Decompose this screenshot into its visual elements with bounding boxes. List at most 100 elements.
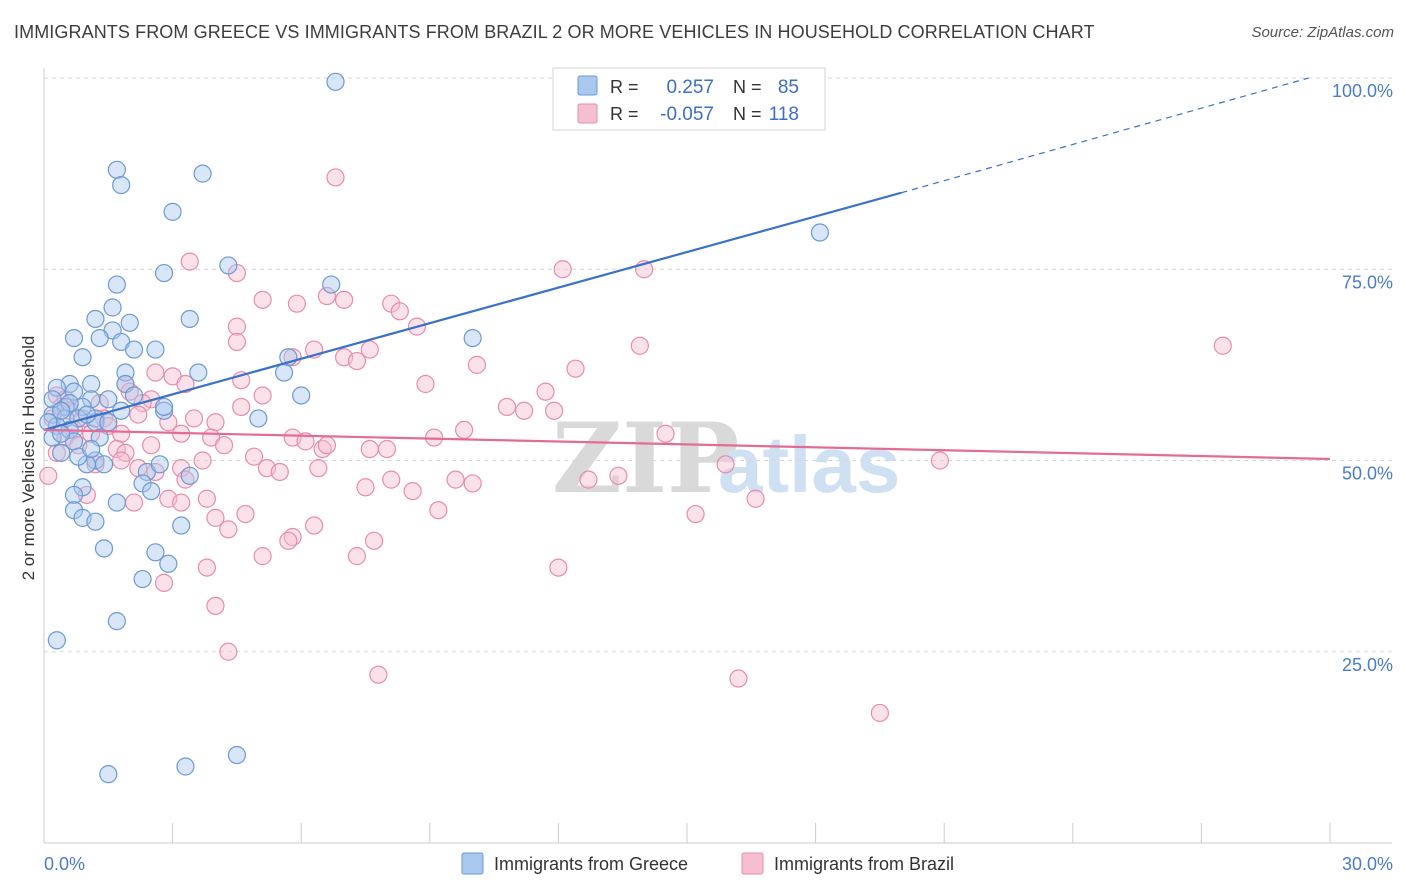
brazil-point (219, 520, 238, 539)
greece-point (64, 485, 84, 505)
brazil-point (446, 470, 465, 489)
greece-point (73, 348, 92, 367)
greece-series-label: Immigrants from Greece (494, 854, 688, 874)
greece-trend-line (43, 191, 902, 431)
brazil-point (142, 436, 161, 455)
greece-point (159, 554, 178, 573)
brazil-point (39, 466, 58, 485)
greece-point (274, 363, 294, 382)
brazil-point (497, 397, 517, 417)
brazil-r-label: R = (610, 104, 639, 124)
brazil-point (129, 405, 148, 424)
brazil-point (232, 397, 251, 417)
greece-n-label: N = (733, 77, 762, 97)
greece-point (463, 329, 482, 348)
greece-point (146, 340, 165, 359)
greece-point (124, 340, 144, 359)
greece-point (180, 466, 199, 485)
greece-point (292, 386, 311, 405)
brazil-point (360, 439, 379, 459)
brazil-point (716, 455, 735, 474)
brazil-point (317, 436, 337, 455)
greece-point (180, 309, 199, 329)
brazil-point (454, 420, 474, 439)
brazil-point (536, 382, 555, 401)
greece-point (154, 397, 174, 417)
brazil-point (253, 290, 272, 309)
brazil-point (124, 493, 144, 512)
brazil-point (193, 451, 212, 470)
brazil-point (630, 336, 649, 355)
axes (43, 68, 1392, 844)
brazil-r-value: -0.057 (660, 104, 714, 125)
greece-point (103, 298, 122, 317)
brazil-point (429, 501, 448, 520)
greece-r-value: 0.257 (666, 77, 714, 98)
greece-point (99, 765, 118, 784)
greece-point (107, 493, 126, 512)
brazil-point (360, 340, 379, 359)
greece-point (172, 516, 191, 535)
gridlines (44, 77, 1392, 653)
chart-title: IMMIGRANTS FROM GREECE VS IMMIGRANTS FRO… (14, 22, 1095, 42)
greece-point (163, 202, 182, 221)
brazil-point (304, 516, 324, 535)
brazil-n-value: 118 (769, 104, 799, 125)
brazil-legend-swatch (577, 103, 598, 124)
greece-point (90, 329, 109, 348)
greece-point (146, 543, 165, 562)
brazil-point (172, 493, 191, 512)
brazil-point (244, 447, 264, 466)
greece-point (52, 401, 71, 420)
greece-point (810, 223, 829, 242)
brazil-point (206, 508, 225, 527)
series-legend: Immigrants from Greece Immigrants from B… (461, 852, 954, 875)
brazil-point (180, 252, 199, 271)
brazil-point (729, 669, 748, 688)
greece-point (94, 455, 114, 474)
brazil-point (390, 302, 409, 321)
source-credit: Source: ZipAtlas.com (1251, 24, 1394, 41)
greece-point (99, 413, 118, 432)
greece-series-swatch (461, 852, 484, 875)
greece-point (107, 160, 126, 179)
brazil-point (227, 317, 246, 336)
brazil-point (930, 451, 950, 470)
greece-point (227, 745, 246, 765)
brazil-point (253, 547, 272, 566)
brazil-point (467, 355, 487, 374)
y-tick-labels: 25.0% 50.0% 75.0% 100.0% (1332, 81, 1393, 675)
brazil-point (746, 489, 765, 508)
greece-point (112, 176, 131, 195)
greece-point (249, 409, 268, 428)
greece-point (86, 309, 105, 329)
brazil-point (656, 424, 675, 443)
greece-point (142, 482, 161, 501)
brazil-point (270, 462, 289, 482)
trend-lines (43, 77, 1331, 461)
brazil-point (356, 478, 375, 497)
greece-point (154, 401, 174, 420)
greece-point (64, 382, 84, 401)
greece-point (154, 263, 174, 283)
y-tick-label: 100.0% (1332, 81, 1393, 101)
greece-n-value: 85 (778, 77, 799, 98)
brazil-point (334, 290, 354, 309)
brazil-point (236, 504, 255, 524)
brazil-n-label: N = (733, 104, 762, 124)
greece-legend-swatch (577, 75, 598, 96)
brazil-point (206, 596, 225, 615)
y-axis-label: 2 or more Vehicles in Household (19, 336, 38, 581)
brazil-point (347, 351, 367, 371)
brazil-point (214, 436, 234, 455)
brazil-point (287, 294, 307, 313)
brazil-point (364, 531, 384, 550)
brazil-point (515, 401, 534, 420)
brazil-point (549, 558, 568, 577)
greece-point (86, 512, 105, 531)
y-tick-label: 75.0% (1342, 272, 1393, 292)
brazil-point (309, 459, 328, 478)
greece-point (124, 386, 144, 405)
brazil-point (463, 474, 482, 493)
